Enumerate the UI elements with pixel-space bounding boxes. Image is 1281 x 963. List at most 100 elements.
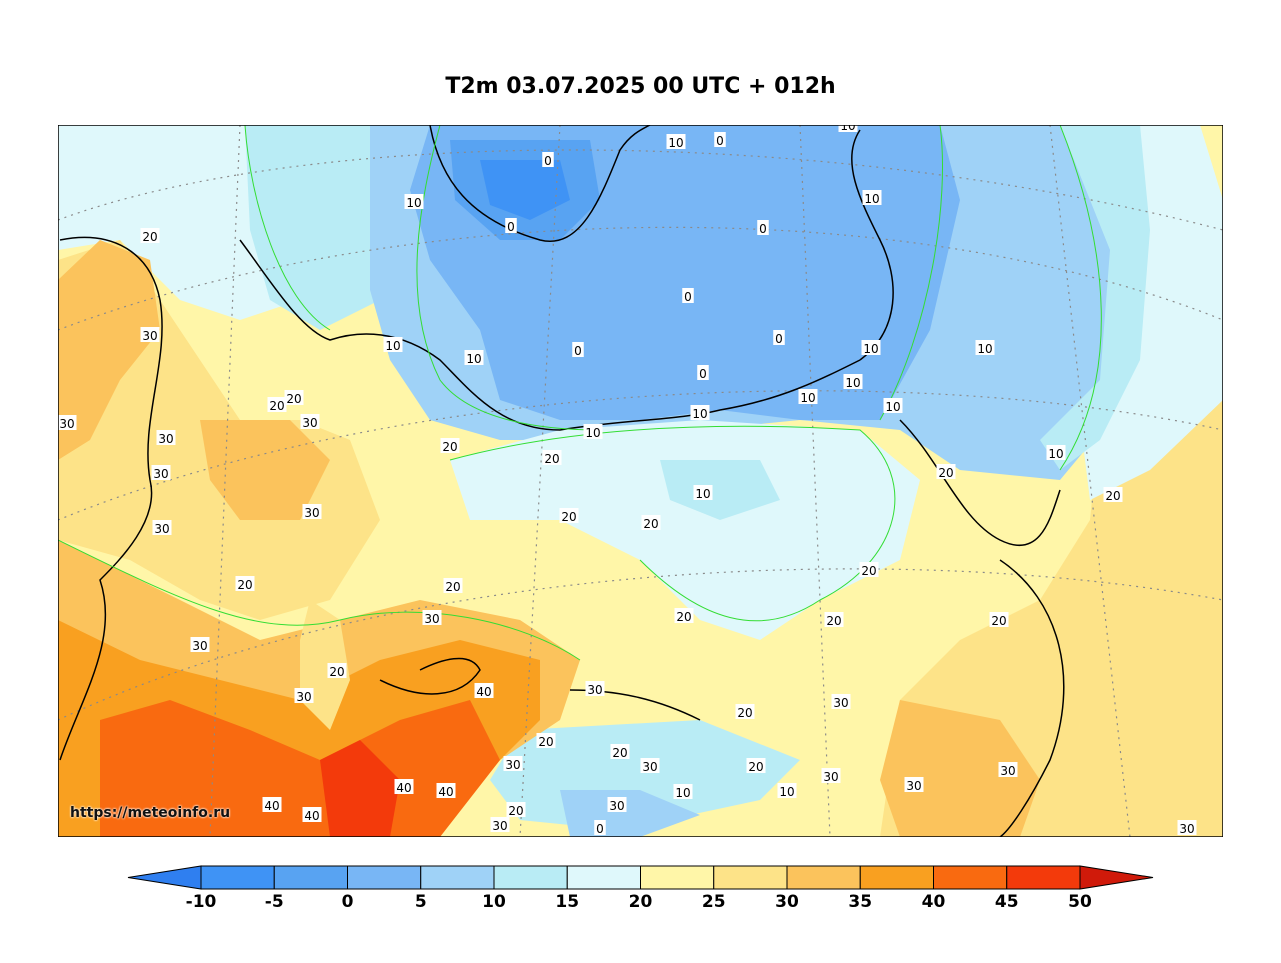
field-band-minus10-minus5: [480, 160, 570, 220]
graticule: [58, 125, 1223, 837]
contour-label-bg: [904, 777, 924, 792]
colorbar-tick-label: -10: [185, 892, 217, 912]
contour-label: 20: [643, 517, 658, 531]
field-band-30-35-europe: [200, 420, 330, 520]
contour-label-bg: [585, 681, 605, 696]
contour-label-bg: [610, 744, 630, 759]
contour-label-bg: [607, 797, 627, 812]
contour-label: 20: [544, 452, 559, 466]
contour-label: 40: [438, 785, 453, 799]
contour-label-bg: [572, 342, 584, 357]
contour-label-bg: [140, 327, 160, 342]
contour-label-bg: [757, 220, 769, 235]
contour-label-bg: [862, 190, 882, 205]
contour-label: 30: [304, 506, 319, 520]
contour-label: 30: [906, 779, 921, 793]
contour-label: 30: [609, 799, 624, 813]
contour-label: 0: [759, 222, 767, 236]
contour-label-bg: [300, 414, 320, 429]
field-band-30-35-west: [58, 240, 160, 460]
contour-label: 30: [492, 819, 507, 833]
contour-label-bg: [714, 132, 726, 147]
contour-label-bg: [746, 758, 766, 773]
colorbar-over-arrow: [1079, 865, 1154, 890]
field-band-10-15-siberia: [660, 460, 780, 520]
contour-label-bg: [1046, 445, 1066, 460]
contour-label: 20: [991, 614, 1006, 628]
contour-label: 30: [154, 522, 169, 536]
contour-label-bg: [674, 608, 694, 623]
contour-label: 30: [158, 432, 173, 446]
colorbar-tick-label: 30: [775, 892, 799, 912]
contour-label-bg: [536, 733, 556, 748]
contour-label-bg: [640, 758, 660, 773]
contour-label: 10: [863, 342, 878, 356]
contour-label-bg: [693, 485, 713, 500]
colorbar-band: [493, 865, 568, 890]
contour-label-bg: [383, 337, 403, 352]
contour-label-bg: [936, 464, 956, 479]
contour-label: 40: [264, 799, 279, 813]
contour-label: 20: [938, 466, 953, 480]
contour-label-bg: [262, 797, 282, 812]
contour-label: 20: [737, 706, 752, 720]
contour-label: 20: [508, 804, 523, 818]
contour-label-bg: [773, 330, 785, 345]
contour-label: 0: [775, 332, 783, 346]
contour-label-bg: [682, 288, 694, 303]
contour-label-bg: [440, 438, 460, 453]
contour-label: 30: [153, 467, 168, 481]
contour-label-bg: [583, 424, 603, 439]
colorbar: [127, 865, 1154, 890]
colorbar-tick-label: 25: [701, 892, 726, 912]
colorbar-tick-label: 35: [848, 892, 873, 912]
contour-label: 20: [329, 665, 344, 679]
colorbar-tick-label: 20: [628, 892, 653, 912]
contour-label: 0: [596, 822, 604, 836]
contour-label: 20: [237, 578, 252, 592]
contour-label: 30: [192, 639, 207, 653]
colorbar-band: [933, 865, 1008, 890]
contour-label-bg: [975, 340, 995, 355]
source-watermark: https://meteoinfo.ru: [70, 805, 231, 821]
colorbar-tick-label: 15: [555, 892, 580, 912]
contour-label-bg: [235, 576, 255, 591]
colorbar-tick-label: 45: [994, 892, 1019, 912]
contour-label: 20: [445, 580, 460, 594]
contour-label-bg: [474, 683, 494, 698]
contour-label-bg: [422, 610, 442, 625]
contour-label-bg: [673, 784, 693, 799]
field-band-10-15-east: [1040, 125, 1150, 470]
contour-label: 0: [684, 290, 692, 304]
colorbar-tick-label: 5: [414, 892, 427, 912]
contour-label-bg: [838, 125, 858, 132]
contour-label: 30: [296, 690, 311, 704]
contour-label-bg: [464, 350, 484, 365]
contour-label: 30: [424, 612, 439, 626]
contour-label-bg: [824, 612, 844, 627]
contour-label-bg: [1103, 487, 1123, 502]
colorbar-tick-label: 0: [341, 892, 354, 912]
contour-label: 20: [826, 614, 841, 628]
contour-label: 20: [676, 610, 691, 624]
contour-label: 0: [544, 154, 552, 168]
contour-label: 30: [642, 760, 657, 774]
contour-label: 20: [269, 399, 284, 413]
contour-label-bg: [821, 768, 841, 783]
contour-label: 10: [800, 391, 815, 405]
contour-label-bg: [861, 340, 881, 355]
contour-label-bg: [302, 807, 322, 822]
field-band-40-45-south: [100, 700, 500, 837]
contour-label-bg: [140, 228, 160, 243]
contour-label: 40: [396, 781, 411, 795]
contour-label: 20: [286, 392, 301, 406]
contour-label-bg: [404, 194, 424, 209]
contour-label: 10: [466, 352, 481, 366]
colorbar-band: [859, 865, 934, 890]
contour-label: 10: [585, 426, 600, 440]
contour-label: 10: [406, 196, 421, 210]
contour-label-bg: [151, 465, 171, 480]
contour-label: 40: [476, 685, 491, 699]
contour-label: 20: [561, 510, 576, 524]
colorbar-band: [347, 865, 422, 890]
